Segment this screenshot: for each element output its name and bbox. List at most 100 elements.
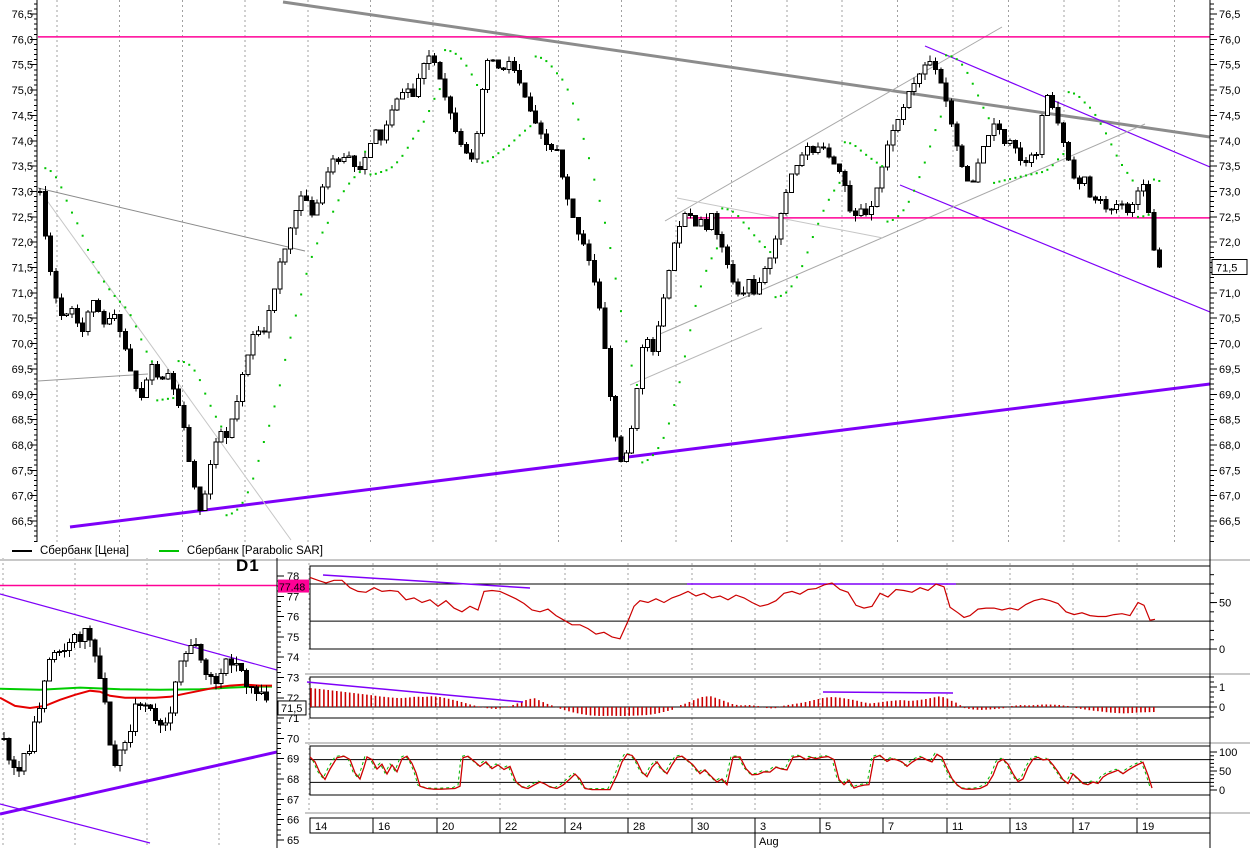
- svg-text:71: 71: [287, 713, 299, 725]
- svg-text:69,0: 69,0: [12, 389, 33, 401]
- svg-text:65: 65: [287, 835, 299, 847]
- daily-level-badge: 77.48: [278, 579, 309, 594]
- svg-text:75,0: 75,0: [1219, 85, 1240, 97]
- svg-text:14: 14: [315, 821, 327, 833]
- svg-text:75,0: 75,0: [12, 85, 33, 97]
- svg-text:0: 0: [1219, 785, 1225, 797]
- svg-text:71,5: 71,5: [1216, 263, 1237, 275]
- svg-text:76,5: 76,5: [1219, 9, 1240, 21]
- svg-text:7: 7: [888, 821, 894, 833]
- svg-text:19: 19: [1142, 821, 1154, 833]
- svg-text:69: 69: [287, 754, 299, 766]
- legend-price-label: Сбербанк [Цена]: [40, 544, 129, 557]
- svg-text:73: 73: [287, 673, 299, 685]
- svg-text:68,5: 68,5: [12, 415, 33, 427]
- svg-text:74,0: 74,0: [1219, 136, 1240, 148]
- macd-histogram-panel: 10: [306, 676, 1225, 719]
- svg-text:75,5: 75,5: [1219, 60, 1240, 72]
- svg-text:77.48: 77.48: [279, 582, 305, 594]
- svg-text:70,0: 70,0: [1219, 339, 1240, 351]
- svg-text:24: 24: [570, 821, 582, 833]
- svg-text:72,5: 72,5: [12, 212, 33, 224]
- svg-text:0: 0: [1219, 644, 1225, 656]
- timeframe-label: D1: [236, 556, 260, 575]
- svg-text:67,0: 67,0: [1219, 491, 1240, 503]
- svg-text:73,5: 73,5: [1219, 161, 1240, 173]
- svg-text:11: 11: [952, 821, 963, 833]
- rsi-panel: 50 0: [309, 565, 1231, 656]
- svg-text:73,0: 73,0: [1219, 186, 1240, 198]
- svg-text:73,0: 73,0: [12, 186, 33, 198]
- svg-text:71,5: 71,5: [281, 703, 302, 715]
- svg-text:68: 68: [287, 774, 299, 786]
- svg-text:66,5: 66,5: [1219, 516, 1240, 528]
- svg-text:74: 74: [287, 652, 299, 664]
- main-last-price-badge: 71,5: [1211, 259, 1248, 275]
- svg-text:76,0: 76,0: [1219, 34, 1240, 46]
- svg-text:100: 100: [1219, 747, 1237, 759]
- svg-text:70: 70: [287, 733, 299, 745]
- svg-text:70,5: 70,5: [12, 313, 33, 325]
- svg-text:50: 50: [1219, 598, 1231, 610]
- price-line-swatch: [12, 549, 32, 552]
- svg-text:69,0: 69,0: [1219, 389, 1240, 401]
- svg-text:72,0: 72,0: [1219, 237, 1240, 249]
- svg-text:66: 66: [287, 815, 299, 827]
- svg-text:70,5: 70,5: [1219, 313, 1240, 325]
- svg-text:76,5: 76,5: [12, 9, 33, 21]
- svg-text:72,0: 72,0: [12, 237, 33, 249]
- svg-text:1: 1: [1219, 682, 1225, 694]
- svg-text:5: 5: [825, 821, 831, 833]
- svg-text:72,5: 72,5: [1219, 212, 1240, 224]
- svg-text:71,5: 71,5: [12, 263, 33, 275]
- sar-line-swatch: [158, 549, 179, 552]
- svg-text:69,5: 69,5: [12, 364, 33, 376]
- svg-text:Aug: Aug: [759, 836, 779, 848]
- svg-text:73,5: 73,5: [12, 161, 33, 173]
- svg-text:74,0: 74,0: [12, 136, 33, 148]
- svg-text:69,5: 69,5: [1219, 364, 1240, 376]
- stochastic-panel: 100 50 0: [309, 745, 1237, 797]
- daily-candles: [1, 625, 270, 778]
- svg-text:68,0: 68,0: [12, 440, 33, 452]
- svg-text:20: 20: [442, 821, 454, 833]
- main-price-chart: [38, 0, 1210, 541]
- svg-text:13: 13: [1015, 821, 1027, 833]
- svg-text:22: 22: [505, 821, 517, 833]
- legend-sar-label: Сбербанк [Parabolic SAR]: [186, 544, 323, 557]
- svg-text:50: 50: [1219, 766, 1231, 778]
- grid-layer: [2, 0, 1176, 848]
- svg-text:17: 17: [1078, 821, 1090, 833]
- svg-text:68,5: 68,5: [1219, 415, 1240, 427]
- svg-text:71,0: 71,0: [1219, 288, 1240, 300]
- rsi-line: [310, 576, 1156, 640]
- svg-text:77: 77: [287, 591, 299, 603]
- svg-text:67,5: 67,5: [1219, 465, 1240, 477]
- panel-separators: [0, 559, 1250, 814]
- svg-text:76: 76: [287, 612, 299, 624]
- svg-text:67: 67: [287, 794, 299, 806]
- daily-mini-chart: [0, 584, 277, 844]
- histogram-bars: [310, 688, 1155, 716]
- svg-text:76,0: 76,0: [12, 34, 33, 46]
- svg-text:70,0: 70,0: [12, 339, 33, 351]
- candlestick-series: [38, 50, 1162, 516]
- svg-text:16: 16: [378, 821, 390, 833]
- main-price-axis: 76,5 76,5 76,0 76,0 75,5 75,5 75,0 75,0 74,5 74,5…: [12, 0, 1240, 848]
- svg-text:75,5: 75,5: [12, 60, 33, 72]
- chart-legend: Сбербанк [Цена] Сбербанк [Parabolic SAR]: [12, 543, 353, 558]
- svg-text:28: 28: [633, 821, 645, 833]
- legend-item-price: Сбербанк [Цена]: [12, 545, 129, 557]
- parabolic-sar-series: [44, 49, 1161, 517]
- svg-text:66,5: 66,5: [12, 516, 33, 528]
- svg-text:75: 75: [287, 632, 299, 644]
- svg-text:30: 30: [697, 821, 709, 833]
- svg-text:3: 3: [760, 821, 766, 833]
- legend-item-sar: Сбербанк [Parabolic SAR]: [158, 544, 323, 557]
- stochastic-lines: [310, 752, 1153, 791]
- svg-text:67,5: 67,5: [12, 465, 33, 477]
- svg-text:71,0: 71,0: [12, 288, 33, 300]
